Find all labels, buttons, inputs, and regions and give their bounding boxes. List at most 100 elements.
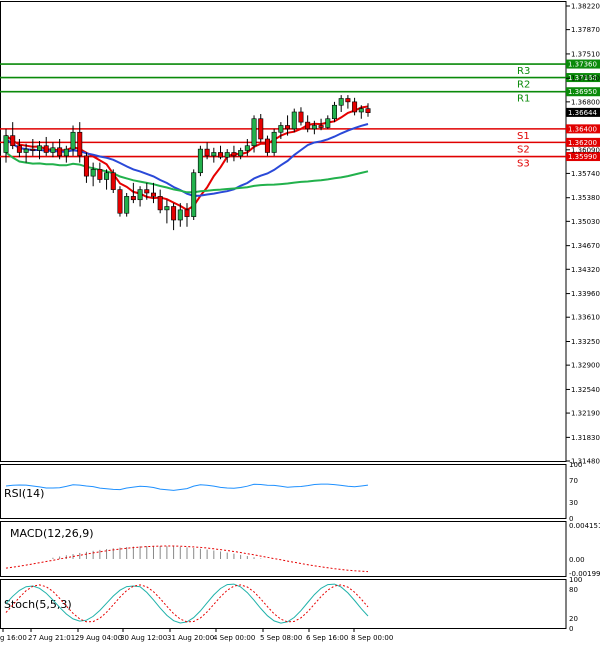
ma-mid-line xyxy=(5,123,369,198)
candle-body xyxy=(352,101,358,113)
candle-body xyxy=(16,145,22,153)
level-price-box xyxy=(566,59,600,69)
level-name-s1: S1 xyxy=(517,131,530,142)
candle-body xyxy=(365,108,371,113)
candle-body xyxy=(264,138,270,153)
candle-body xyxy=(325,118,331,128)
macd-label: MACD(12,26,9) xyxy=(10,527,94,540)
candle-body xyxy=(50,147,56,153)
y-tick-label: 1.36090 xyxy=(571,146,600,154)
candle-body xyxy=(238,150,244,157)
main-panel-frame xyxy=(0,1,567,462)
level-name-r3: R3 xyxy=(517,66,530,77)
level-price-box xyxy=(566,152,600,162)
candle-body xyxy=(224,152,230,158)
candle-body xyxy=(124,196,130,214)
rsi-label: RSI(14) xyxy=(4,487,44,500)
rsi-tick-label: 70 xyxy=(569,477,578,485)
candle-body xyxy=(291,111,297,130)
rsi-tick-label: 0 xyxy=(569,515,573,523)
candle-body xyxy=(63,148,69,157)
candle-body xyxy=(157,196,163,211)
current-price-box xyxy=(566,107,600,117)
ma-slow-line xyxy=(5,151,369,194)
y-tick-label: 1.32540 xyxy=(571,386,600,394)
level-name-r2: R2 xyxy=(517,80,530,91)
y-tick-label: 1.38220 xyxy=(571,3,600,11)
y-tick-label: 1.35740 xyxy=(571,170,600,178)
x-tick-label: 8 Sep 00:00 xyxy=(351,634,393,642)
candle-body xyxy=(30,148,36,151)
candle-body xyxy=(77,131,83,157)
candle-body xyxy=(285,125,291,130)
candle-body xyxy=(10,135,16,147)
candle-body xyxy=(43,145,49,153)
level-price-label: 1.36200 xyxy=(568,139,597,147)
candle-body xyxy=(144,189,150,194)
candle-body xyxy=(191,172,197,217)
candle-body xyxy=(218,152,224,158)
candle-body xyxy=(305,121,311,130)
indicator-panel-frame xyxy=(0,521,567,577)
candle-body xyxy=(97,169,103,180)
price-axis: 1.38220 1.37870 1.37510 1.37150 1.36800 1.360… xyxy=(566,3,600,466)
y-tick-label: 1.33250 xyxy=(571,338,600,346)
candle-body xyxy=(258,118,264,140)
stoch-tick-label: 100 xyxy=(569,576,582,584)
x-tick-label: 27 Aug 21:01 xyxy=(28,634,75,642)
candle-body xyxy=(23,148,29,153)
level-price-box xyxy=(566,137,600,147)
candle-body xyxy=(184,209,190,217)
candle-body xyxy=(117,189,123,214)
rsi-tick-label: 100 xyxy=(569,461,582,469)
indicator-panel-frame xyxy=(0,579,567,629)
stoch-main-line xyxy=(5,583,369,624)
y-tick-label: 1.34670 xyxy=(571,242,600,250)
macd-tick-label: 0.00 xyxy=(569,556,585,564)
candle-body xyxy=(278,125,284,133)
candle-body xyxy=(251,118,257,147)
candle-body xyxy=(110,172,116,190)
candle-body xyxy=(37,145,43,151)
candle-body xyxy=(70,131,76,150)
y-tick-label: 1.37510 xyxy=(571,50,600,58)
x-tick-label: 30 Aug 12:00 xyxy=(120,634,167,642)
level-price-box xyxy=(566,87,600,97)
level-price-box xyxy=(566,73,600,83)
candle-body xyxy=(331,104,337,120)
macd-tick-label: -0.001995 xyxy=(569,570,600,578)
level-price-label: 1.36400 xyxy=(568,125,597,133)
y-tick-label: 1.37150 xyxy=(571,75,600,83)
y-tick-label: 1.33960 xyxy=(571,290,600,298)
level-name-s3: S3 xyxy=(517,159,530,170)
candle-body xyxy=(90,169,96,177)
y-tick-label: 1.32190 xyxy=(571,410,600,418)
candle-body xyxy=(358,108,364,113)
y-tick-label: 1.32900 xyxy=(571,362,600,370)
x-tick-label: g 16:00 xyxy=(0,634,27,642)
y-tick-label: 1.36800 xyxy=(571,98,600,106)
candle-body xyxy=(57,147,63,157)
candle-body xyxy=(130,196,136,201)
x-tick-label: 4 Sep 00:00 xyxy=(213,634,255,642)
stoch-tick-label: 80 xyxy=(569,586,578,594)
level-price-box xyxy=(566,124,600,134)
candle-body xyxy=(298,111,304,123)
y-tick-label: 1.35030 xyxy=(571,218,600,226)
y-tick-label: 1.34320 xyxy=(571,266,600,274)
candle-body xyxy=(171,206,177,221)
stoch-tick-label: 20 xyxy=(569,615,578,623)
x-tick-label: 29 Aug 04:00 xyxy=(75,634,122,642)
macd-signal-line xyxy=(5,545,369,573)
candles xyxy=(3,95,371,231)
rsi-line xyxy=(5,483,369,491)
chart-frame xyxy=(0,1,567,629)
candle-body xyxy=(244,145,250,151)
candle-body xyxy=(83,155,89,177)
candle-body xyxy=(164,206,170,211)
stoch-signal-line xyxy=(5,584,369,623)
candle-body xyxy=(150,192,156,197)
candle-body xyxy=(338,98,344,106)
